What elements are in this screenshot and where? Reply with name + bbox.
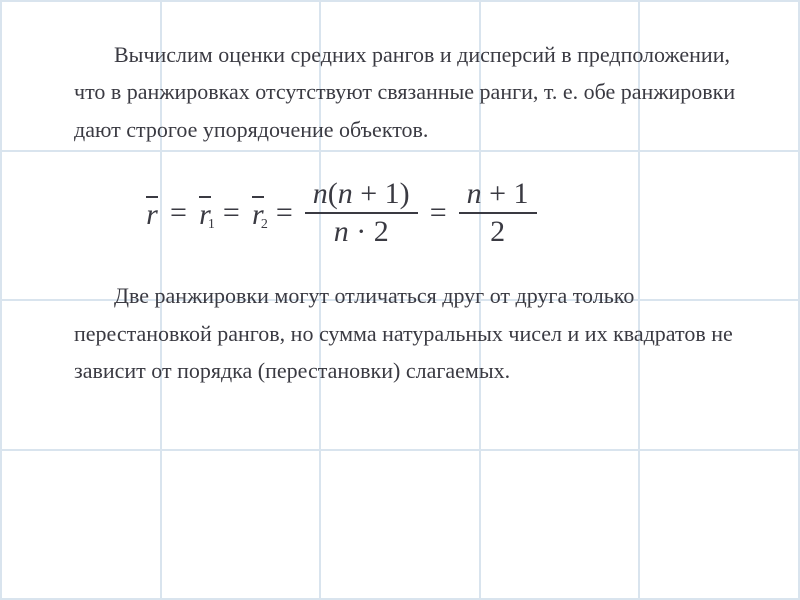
frac1-den: n · 2 (326, 214, 397, 250)
fraction-2: n + 1 2 (459, 176, 537, 249)
equals-3: = (274, 196, 295, 230)
frac1-num: n(n + 1) (305, 176, 418, 212)
paragraph-2-text: Две ранжировки могут отличаться друг от … (74, 283, 733, 383)
equals-2: = (221, 196, 242, 230)
equals-1: = (168, 196, 189, 230)
slide-content: Вычислим оценки средних рангов и дисперс… (0, 0, 800, 600)
r-bar: r (146, 196, 158, 230)
r-bar-1: r 1 (199, 196, 211, 230)
fraction-1: n(n + 1) n · 2 (305, 176, 418, 249)
paragraph-2: Две ранжировки могут отличаться друг от … (74, 277, 740, 389)
equals-4: = (428, 196, 449, 230)
r-bar-2: r 2 (252, 196, 264, 230)
rank-mean-formula: r = r 1 = r 2 = n(n + 1) n · 2 = n + 1 2 (146, 176, 740, 249)
frac2-num: n + 1 (459, 176, 537, 212)
paragraph-1: Вычислим оценки средних рангов и дисперс… (74, 36, 740, 148)
paragraph-1-text: Вычислим оценки средних рангов и дисперс… (74, 42, 735, 142)
frac2-den: 2 (482, 214, 513, 250)
